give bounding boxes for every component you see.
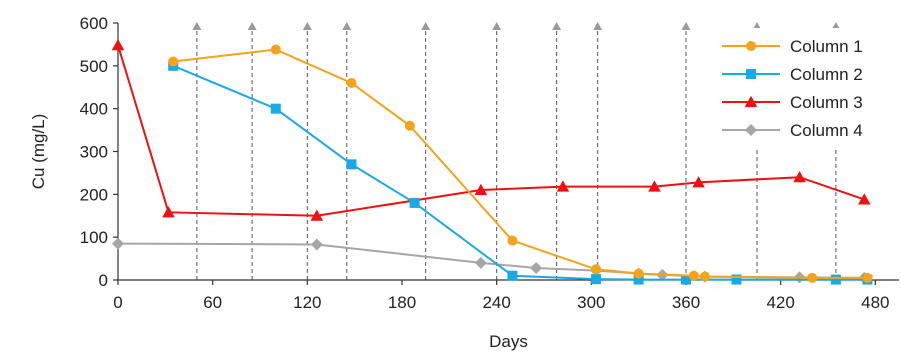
x-tick-label: 420: [766, 293, 794, 312]
data-point: [112, 237, 124, 250]
data-point: [409, 197, 420, 208]
data-point: [807, 272, 818, 283]
data-point: [310, 238, 323, 251]
x-tick-label: 0: [113, 293, 122, 312]
series-column-1: [168, 44, 873, 283]
data-point: [692, 176, 705, 188]
legend-item: Column 4: [722, 121, 863, 140]
event-marker: [681, 22, 691, 30]
data-point: [310, 209, 324, 221]
legend-background: [715, 28, 895, 148]
data-point: [591, 264, 602, 275]
data-point: [556, 180, 570, 192]
series-column-3: [111, 39, 871, 221]
x-tick-label: 240: [482, 293, 510, 312]
data-point: [633, 268, 644, 279]
data-point: [270, 44, 281, 55]
data-point: [404, 120, 415, 131]
data-point: [862, 272, 873, 283]
data-point: [745, 124, 757, 136]
data-point: [858, 193, 871, 205]
data-point: [793, 170, 806, 183]
event-marker: [492, 22, 502, 30]
data-point: [699, 271, 710, 282]
event-marker: [552, 22, 562, 30]
y-tick-label: 500: [80, 57, 108, 76]
data-point: [648, 180, 661, 192]
x-tick-label: 480: [861, 293, 889, 312]
data-point: [744, 95, 758, 107]
data-point: [681, 274, 691, 285]
event-marker: [192, 22, 202, 30]
legend-label: Column 3: [790, 93, 863, 112]
legend: Column 1 Column 2 Column 3 Column 4: [715, 28, 895, 148]
y-tick-label: 400: [80, 100, 108, 119]
y-tick-label: 0: [99, 271, 108, 290]
data-point: [474, 183, 488, 196]
data-point: [633, 274, 644, 285]
data-point: [746, 41, 756, 51]
x-tick-label: 120: [293, 293, 321, 312]
series: [111, 39, 873, 285]
event-marker: [593, 22, 603, 30]
x-axis-title: Days: [489, 332, 528, 351]
y-tick-label: 600: [80, 14, 108, 33]
y-tick-label: 300: [80, 143, 108, 162]
legend-item: Column 2: [722, 65, 863, 84]
y-tick-label: 100: [80, 228, 108, 247]
data-point: [168, 56, 179, 67]
x-tick-label: 60: [203, 293, 222, 312]
legend-label: Column 2: [790, 65, 863, 84]
legend-item: Column 1: [722, 37, 863, 56]
x-tick-label: 180: [388, 293, 416, 312]
data-point: [270, 103, 281, 114]
legend-label: Column 1: [790, 37, 863, 56]
data-point: [746, 69, 756, 79]
data-point: [688, 270, 699, 281]
data-point: [507, 235, 518, 246]
data-point: [162, 206, 175, 218]
event-marker: [421, 22, 431, 30]
event-marker: [247, 22, 257, 30]
data-point: [346, 77, 357, 88]
data-point: [346, 159, 357, 170]
legend-label: Column 4: [790, 121, 863, 140]
event-marker: [302, 22, 312, 30]
data-point: [591, 274, 602, 285]
legend-item: Column 3: [722, 93, 863, 112]
data-point: [111, 39, 125, 51]
data-point: [474, 256, 487, 269]
data-point: [830, 274, 841, 285]
event-marker: [342, 22, 352, 30]
y-axis-title: Cu (mg/L): [29, 114, 48, 190]
x-tick-label: 300: [577, 293, 605, 312]
data-point: [507, 270, 518, 281]
data-point: [530, 262, 543, 275]
data-point: [731, 274, 742, 285]
x-tick-label: 360: [672, 293, 700, 312]
y-tick-label: 200: [80, 185, 108, 204]
